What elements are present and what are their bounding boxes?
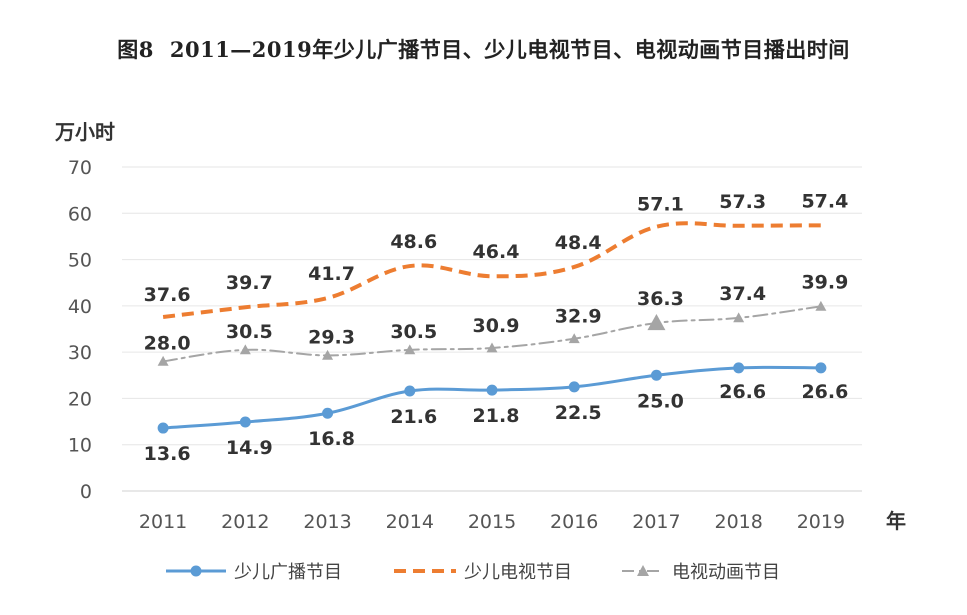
data-label: 29.3 bbox=[308, 326, 355, 348]
y-tick-label: 40 bbox=[68, 296, 92, 318]
x-axis-unit: 年 bbox=[886, 509, 906, 533]
data-label: 26.6 bbox=[719, 381, 766, 403]
data-label: 16.8 bbox=[308, 428, 355, 450]
y-tick-label: 70 bbox=[68, 157, 92, 179]
data-point bbox=[815, 362, 827, 374]
x-tick-label: 2012 bbox=[221, 511, 269, 533]
data-point bbox=[650, 369, 662, 381]
x-tick-label: 2014 bbox=[386, 511, 434, 533]
legend-label: 电视动画节目 bbox=[672, 562, 780, 583]
data-label: 48.4 bbox=[555, 232, 602, 254]
data-label: 48.6 bbox=[390, 231, 437, 253]
legend-marker bbox=[637, 565, 649, 576]
data-point bbox=[239, 344, 251, 355]
x-tick-label: 2019 bbox=[797, 511, 845, 533]
data-point bbox=[568, 333, 580, 344]
data-label: 57.4 bbox=[801, 190, 848, 212]
data-point bbox=[404, 385, 416, 397]
data-point bbox=[239, 416, 251, 428]
y-tick-label: 50 bbox=[68, 250, 92, 272]
data-point bbox=[733, 362, 745, 374]
y-axis-unit: 万小时 bbox=[54, 120, 115, 144]
data-point bbox=[157, 422, 169, 434]
data-label: 26.6 bbox=[801, 381, 848, 403]
x-tick-label: 2017 bbox=[632, 511, 680, 533]
data-point bbox=[486, 342, 498, 353]
legend-marker bbox=[190, 565, 202, 577]
data-label: 32.9 bbox=[555, 306, 602, 328]
figure-title-text: 2011—2019年少儿广播节目、少儿电视节目、电视动画节目播出时间 bbox=[169, 37, 850, 62]
data-label: 39.7 bbox=[226, 272, 273, 294]
data-label: 28.0 bbox=[144, 332, 191, 354]
data-label: 30.9 bbox=[473, 315, 520, 337]
data-labels: 13.6 14.9 16.8 21.6 21.8 22.5 25.0 26.6 26.6 37.6… bbox=[144, 190, 849, 465]
chart-title: 图8 2011—2019年少儿广播节目、少儿电视节目、电视动画节目播出时间 bbox=[0, 34, 967, 64]
data-point bbox=[322, 407, 334, 419]
data-point bbox=[568, 381, 580, 393]
y-axis-ticks: 0 10 20 30 40 50 60 70 bbox=[68, 157, 92, 503]
data-label: 37.6 bbox=[144, 284, 191, 306]
data-label: 30.5 bbox=[390, 321, 437, 343]
legend: 少儿广播节目 少儿电视节目 电视动画节目 bbox=[166, 562, 780, 583]
data-point bbox=[647, 313, 666, 331]
data-label: 21.6 bbox=[390, 406, 437, 428]
data-point bbox=[486, 384, 498, 396]
data-label: 22.5 bbox=[555, 402, 602, 424]
data-label: 37.4 bbox=[719, 283, 766, 305]
data-label: 57.1 bbox=[637, 194, 684, 216]
data-point bbox=[404, 344, 416, 355]
x-axis-ticks: 2011 2012 2013 2014 2015 2016 2017 2018 2019 bbox=[139, 511, 845, 533]
data-point bbox=[322, 349, 334, 360]
data-point bbox=[733, 312, 745, 323]
y-tick-label: 0 bbox=[80, 481, 92, 503]
data-label: 46.4 bbox=[473, 241, 520, 263]
legend-label: 少儿电视节目 bbox=[464, 562, 572, 583]
legend-label: 少儿广播节目 bbox=[234, 562, 342, 583]
x-tick-label: 2015 bbox=[468, 511, 516, 533]
data-label: 30.5 bbox=[226, 321, 273, 343]
data-point bbox=[815, 300, 827, 311]
data-point bbox=[157, 355, 169, 366]
x-tick-label: 2018 bbox=[714, 511, 762, 533]
data-label: 39.9 bbox=[801, 271, 848, 293]
x-tick-label: 2013 bbox=[303, 511, 351, 533]
series-lines bbox=[157, 221, 827, 434]
y-tick-label: 30 bbox=[68, 342, 92, 364]
x-tick-label: 2011 bbox=[139, 511, 187, 533]
figure-number: 图8 bbox=[117, 37, 154, 62]
data-label: 25.0 bbox=[637, 390, 684, 412]
data-label: 13.6 bbox=[144, 443, 191, 465]
data-label: 14.9 bbox=[226, 437, 273, 459]
data-label: 36.3 bbox=[637, 288, 684, 310]
y-tick-label: 10 bbox=[68, 435, 92, 457]
y-tick-label: 20 bbox=[68, 388, 92, 410]
data-label: 21.8 bbox=[473, 405, 520, 427]
y-tick-label: 60 bbox=[68, 203, 92, 225]
data-label: 57.3 bbox=[719, 191, 766, 213]
data-label: 41.7 bbox=[308, 263, 355, 285]
x-tick-label: 2016 bbox=[550, 511, 598, 533]
